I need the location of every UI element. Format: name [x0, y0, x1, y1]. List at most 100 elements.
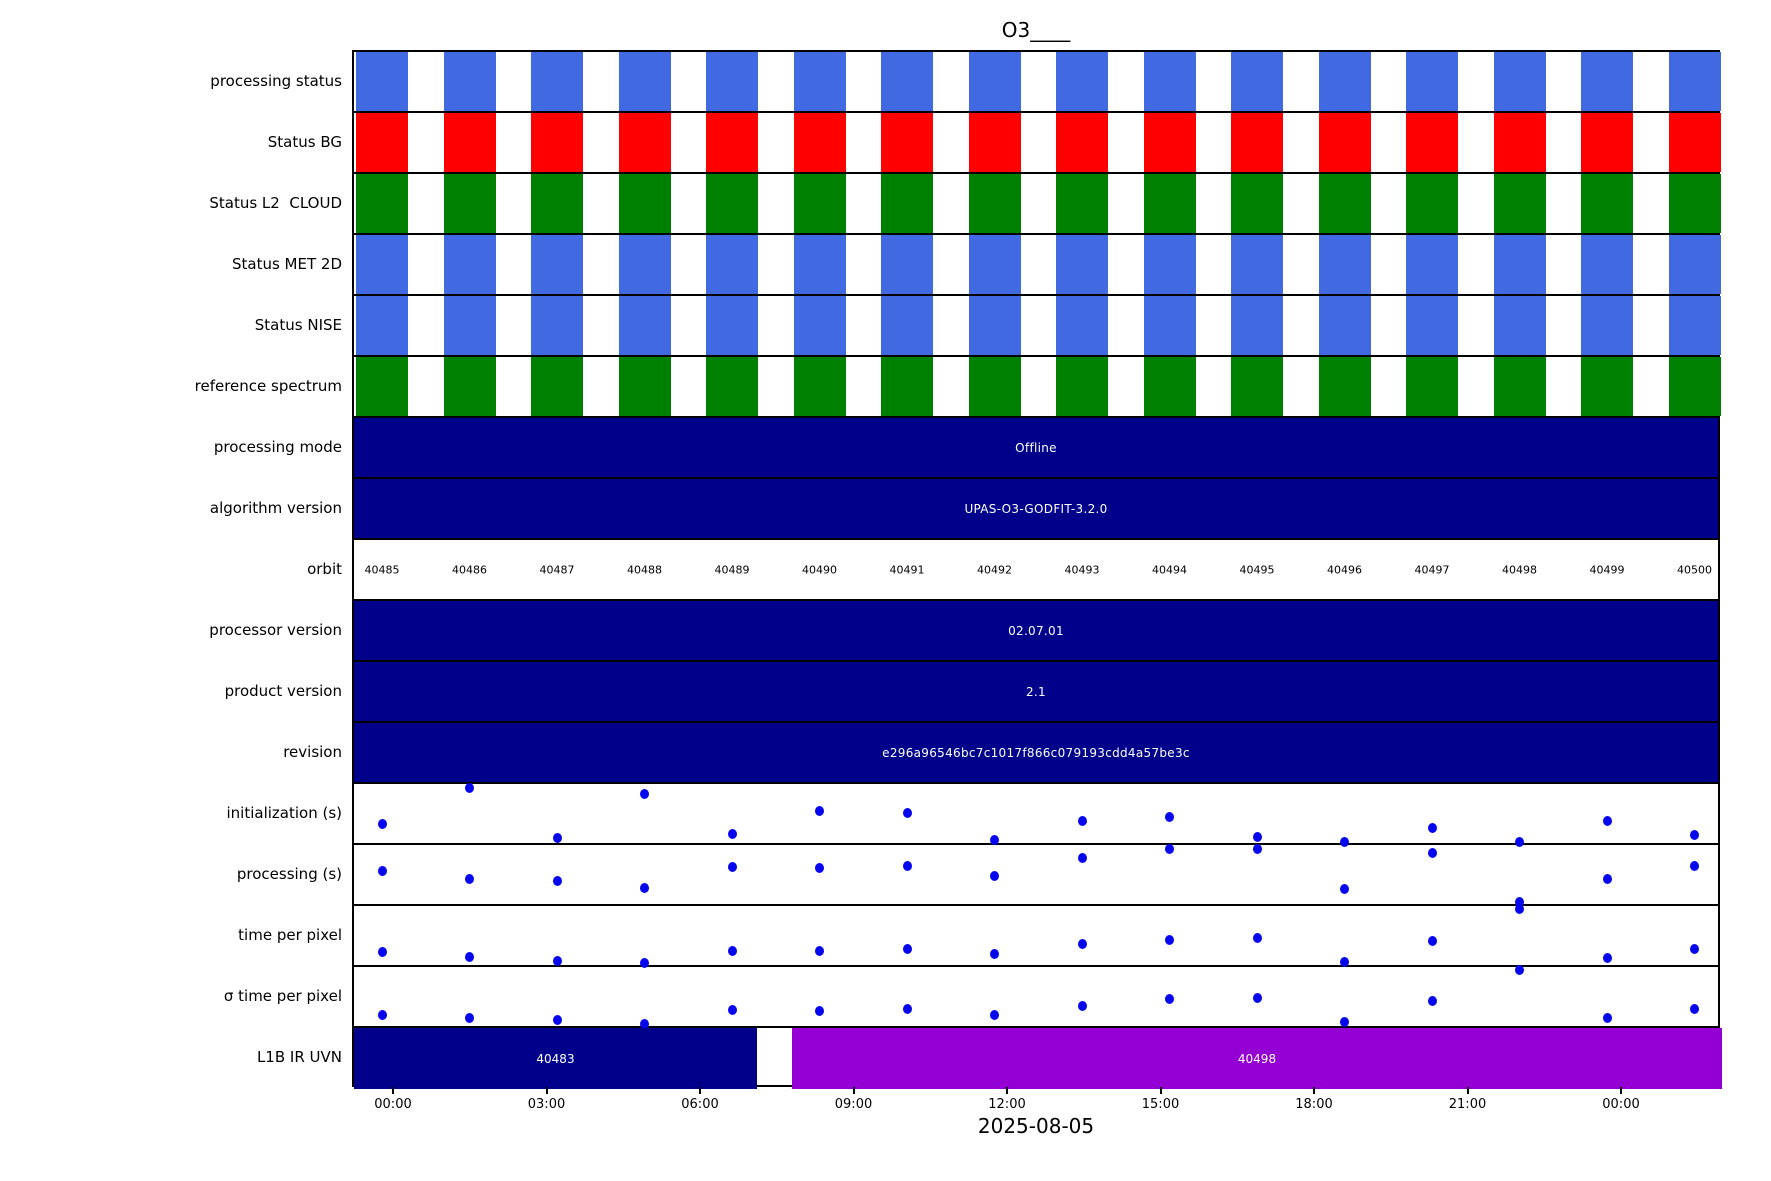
status-block — [1668, 235, 1721, 294]
scatter-dot — [377, 818, 387, 829]
scatter-dot — [990, 834, 999, 845]
status-block — [968, 235, 1021, 294]
status-block — [793, 235, 846, 294]
orbit-number: 40488 — [627, 563, 662, 576]
l1b-segment-label: 40498 — [1237, 1051, 1277, 1066]
status-block — [1406, 113, 1458, 172]
status-block — [1143, 296, 1196, 355]
row-label-processing-mode: processing mode — [213, 437, 342, 456]
status-block — [1143, 52, 1196, 111]
row-label-l1b-ir-uvn: L1B IR UVN — [256, 1047, 342, 1066]
scatter-dot — [640, 788, 649, 799]
status-block — [1581, 235, 1633, 294]
row-processing-mode: Offline — [354, 418, 1718, 479]
scatter-dot — [1515, 904, 1524, 915]
status-block — [443, 174, 496, 233]
status-block — [968, 296, 1021, 355]
status-block — [1406, 357, 1458, 416]
scatter-dot — [815, 863, 824, 874]
scatter-dot — [902, 807, 912, 818]
status-block — [1493, 113, 1546, 172]
status-block — [1493, 52, 1546, 111]
status-block — [1143, 113, 1196, 172]
scatter-dot — [1515, 965, 1524, 976]
orbit-number: 40485 — [364, 563, 400, 576]
plot-area: Offline UPAS-O3-GODFIT-3.2.0 40485 40486 404… — [352, 50, 1722, 1089]
scatter-dot — [640, 957, 649, 968]
row-label-processing-s: processing (s) — [236, 864, 342, 883]
status-block — [618, 296, 671, 355]
x-axis-tick-label: 12:00 — [988, 1097, 1026, 1112]
row-processing-status — [354, 52, 1721, 113]
status-block — [443, 52, 496, 111]
scatter-dot — [1252, 992, 1262, 1003]
row-product-version: 2.1 — [354, 662, 1718, 723]
scatter-dot — [1427, 996, 1437, 1007]
row-value-text: e296a96546bc7c1017f866c079193cdd4a57be3c — [882, 745, 1190, 760]
status-block — [1143, 357, 1196, 416]
status-block — [1406, 174, 1458, 233]
status-block — [618, 113, 671, 172]
status-block — [793, 52, 846, 111]
status-block — [793, 174, 846, 233]
status-block — [1406, 296, 1458, 355]
scatter-dot — [465, 783, 474, 794]
status-block — [356, 174, 408, 233]
orbit-number: 40497 — [1414, 563, 1450, 576]
status-block — [881, 52, 933, 111]
status-block — [443, 296, 496, 355]
status-block — [1231, 296, 1283, 355]
status-block — [1318, 296, 1371, 355]
scatter-dot — [1690, 944, 1699, 955]
scatter-dot — [1165, 935, 1174, 946]
status-block — [356, 296, 408, 355]
status-block — [1056, 235, 1108, 294]
status-block — [1668, 296, 1721, 355]
scatter-dot — [377, 946, 387, 957]
status-block — [356, 357, 408, 416]
status-block — [1143, 174, 1196, 233]
x-axis-tick-label: 00:00 — [1602, 1097, 1640, 1112]
status-block — [1231, 113, 1283, 172]
row-processor-version: 02.07.01 — [354, 601, 1718, 662]
x-axis-tick — [1620, 1087, 1622, 1094]
x-axis-tick-label: 03:00 — [527, 1097, 566, 1112]
scatter-dot — [1165, 844, 1174, 855]
status-block — [1493, 357, 1546, 416]
scatter-dot — [1427, 822, 1437, 833]
x-axis-tick — [1159, 1087, 1162, 1094]
status-block — [356, 235, 408, 294]
status-block — [968, 52, 1021, 111]
row-label-revision: revision — [283, 742, 342, 761]
row-processing-s — [354, 844, 1718, 907]
status-block — [706, 235, 758, 294]
status-block — [1056, 113, 1108, 172]
row-status-met-2d — [354, 235, 1721, 296]
scatter-dot — [552, 955, 562, 966]
status-block — [1668, 357, 1721, 416]
scatter-dot — [552, 1015, 562, 1026]
row-label-time-per-pixel: σ time per pixel — [223, 986, 342, 1005]
scatter-dot — [990, 1009, 999, 1020]
x-axis-tick-label: 06:00 — [681, 1097, 719, 1112]
status-block — [531, 296, 583, 355]
status-block — [793, 113, 846, 172]
scatter-dot — [465, 1013, 474, 1024]
status-block — [1056, 174, 1108, 233]
status-block — [1318, 174, 1371, 233]
scatter-dot — [1602, 953, 1612, 964]
scatter-dot — [1340, 836, 1349, 847]
status-block — [531, 235, 583, 294]
status-block — [1406, 52, 1458, 111]
status-block — [618, 357, 671, 416]
status-block — [1231, 235, 1283, 294]
row-value-text: Offline — [1015, 440, 1057, 455]
status-block — [443, 357, 496, 416]
row-status-bg — [354, 113, 1721, 174]
scatter-dot — [1252, 832, 1262, 843]
scatter-dot — [1690, 860, 1699, 871]
row-label-status-bg: Status BG — [267, 132, 342, 151]
scatter-dot — [552, 833, 562, 844]
row-value-text: 02.07.01 — [1008, 623, 1064, 638]
scatter-dot — [640, 882, 649, 893]
